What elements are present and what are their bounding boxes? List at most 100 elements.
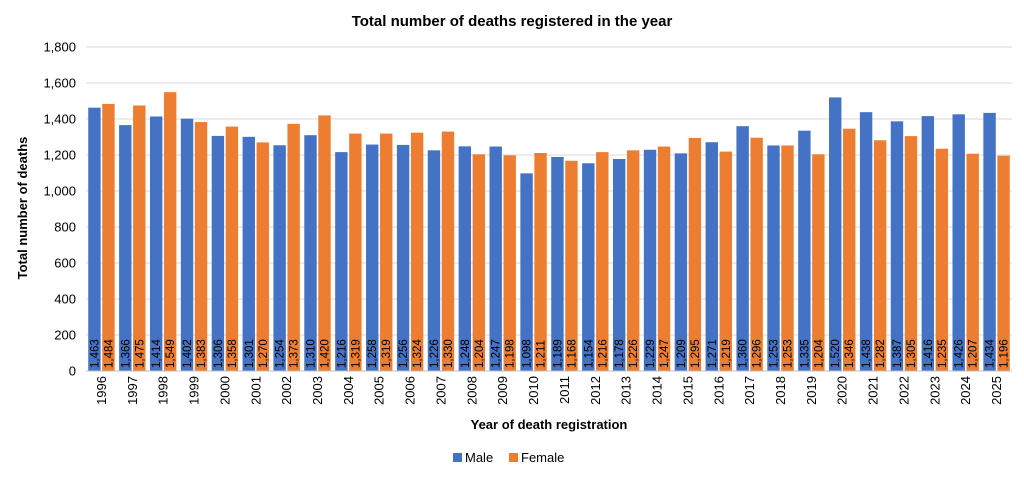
data-label: 1,358	[227, 339, 239, 368]
bar-female	[781, 145, 794, 371]
x-tick-label: 2019	[804, 376, 819, 405]
x-tick-label: 1997	[125, 376, 140, 405]
data-label: 1,253	[769, 339, 781, 368]
data-label: 1,229	[645, 339, 657, 368]
x-tick-label: 2016	[711, 376, 726, 405]
bar-male	[242, 136, 255, 371]
y-axis-ticks: 0 200 400 600 800 1,000 1,200 1,400 1,600 1,800	[43, 40, 76, 379]
bar-female	[503, 155, 516, 371]
x-tick-label: 2014	[650, 376, 665, 405]
bar-female	[225, 126, 239, 371]
data-label: 1,402	[182, 339, 194, 368]
data-label: 1,209	[676, 339, 688, 368]
data-label: 1,226	[628, 339, 640, 368]
data-label: 1,295	[690, 339, 702, 368]
data-label: 1,189	[552, 339, 564, 368]
data-label: 1,438	[861, 339, 873, 368]
bar-female	[163, 92, 177, 372]
x-tick-label: 2022	[896, 376, 911, 405]
bar-female	[873, 140, 887, 371]
data-label: 1,324	[412, 339, 424, 368]
bar-male	[582, 163, 595, 371]
x-tick-label: 2020	[835, 376, 850, 405]
data-label: 1,310	[306, 339, 318, 368]
bar-female	[349, 133, 362, 371]
x-tick-label: 2003	[310, 376, 325, 405]
bar-male	[767, 145, 780, 371]
legend-entry: Male	[465, 450, 493, 465]
y-tick-label: 1,200	[43, 148, 76, 163]
legend-swatch	[453, 453, 462, 462]
data-label: 1,549	[165, 339, 177, 368]
data-label: 1,319	[350, 339, 362, 368]
bar-female	[133, 105, 146, 371]
data-label: 1,420	[320, 339, 332, 368]
x-tick-label: 2023	[927, 376, 942, 405]
data-label: 1,434	[985, 339, 997, 368]
bar-male	[211, 135, 225, 371]
x-tick-label: 2024	[958, 376, 973, 405]
data-label: 1,296	[752, 339, 764, 368]
data-label: 1,463	[89, 339, 101, 368]
bar-female	[472, 154, 486, 371]
data-label: 1,282	[875, 339, 887, 368]
data-label: 1,248	[460, 339, 472, 368]
bar-male	[458, 146, 472, 371]
bar-female	[194, 122, 208, 371]
data-label: 1,305	[906, 339, 918, 368]
data-labels: 1,463 1,484 1,366 1,475 1,414 1,549 1,402 1,383…	[89, 339, 1010, 368]
bar-male	[952, 114, 965, 371]
data-label: 1,330	[443, 339, 455, 368]
y-axis-label: Total number of deaths	[15, 137, 30, 280]
data-label: 1,207	[968, 339, 980, 368]
bar-male	[798, 130, 811, 371]
data-label: 1,198	[505, 339, 517, 368]
data-label: 1,211	[536, 340, 548, 368]
x-tick-label: 2025	[989, 376, 1004, 405]
data-label: 1,216	[336, 339, 348, 368]
data-label: 1,319	[381, 339, 393, 368]
data-label: 1,366	[120, 339, 132, 368]
x-tick-label: 2009	[495, 376, 510, 405]
x-tick-label: 2006	[403, 376, 418, 405]
x-tick-label: 1998	[156, 376, 171, 405]
data-label: 1,226	[429, 339, 441, 368]
bars	[88, 92, 1010, 372]
x-tick-label: 2011	[557, 376, 572, 404]
data-label: 1,219	[721, 339, 733, 368]
bar-male	[983, 112, 996, 371]
data-label: 1,360	[738, 339, 750, 368]
y-tick-label: 800	[54, 220, 76, 235]
data-label: 1,387	[892, 339, 904, 368]
data-label: 1,520	[830, 339, 842, 368]
bar-female	[812, 154, 825, 371]
data-label: 1,475	[134, 339, 146, 368]
data-label: 1,346	[844, 339, 856, 368]
y-tick-label: 1,600	[43, 76, 76, 91]
legend: Male Female	[453, 450, 564, 465]
x-tick-label: 2018	[773, 376, 788, 405]
x-tick-label: 2010	[526, 376, 541, 405]
bar-male	[520, 173, 533, 371]
data-label: 1,335	[799, 339, 811, 368]
data-label: 1,270	[258, 339, 270, 368]
bar-male	[304, 135, 317, 371]
x-tick-label: 2004	[341, 376, 356, 405]
bar-male	[736, 126, 749, 371]
y-tick-label: 600	[54, 256, 76, 271]
bar-female	[287, 123, 300, 371]
bar-female	[256, 142, 269, 371]
bar-male	[396, 144, 410, 371]
x-tick-label: 1996	[94, 376, 109, 405]
bar-female	[750, 137, 763, 371]
bar-female	[904, 136, 918, 371]
bar-male	[705, 142, 718, 371]
x-tick-label: 2008	[464, 376, 479, 405]
x-axis-label: Year of death registration	[471, 417, 628, 432]
data-label: 1,204	[813, 339, 825, 368]
bar-female	[843, 128, 856, 371]
gridlines	[86, 46, 1012, 336]
bar-female	[626, 150, 640, 371]
bar-male	[859, 112, 873, 371]
